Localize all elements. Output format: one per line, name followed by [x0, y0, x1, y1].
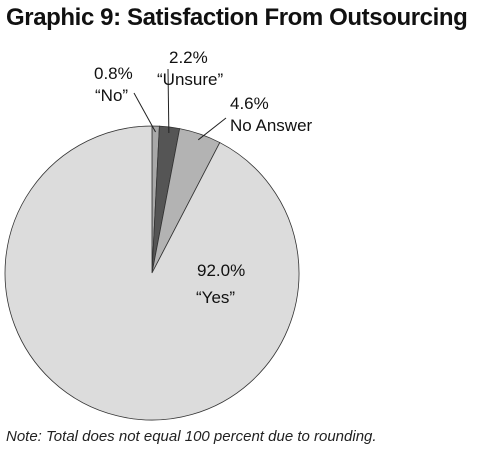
slice-name-label-yes: “Yes”: [196, 288, 235, 307]
pie-slices: [4, 125, 300, 421]
chart-title: Graphic 9: Satisfaction From Outsourcing: [6, 4, 468, 31]
slice-value-label-no: 0.8%: [94, 64, 133, 83]
slice-name-label-unsure: “Unsure”: [157, 70, 223, 89]
slice-value-label-no-answer: 4.6%: [230, 94, 269, 113]
slice-value-label-unsure: 2.2%: [169, 48, 208, 67]
leader-line-no-answer: [197, 117, 227, 141]
slice-name-label-no-answer: No Answer: [230, 116, 313, 135]
leader-line-no: [133, 92, 156, 133]
leader-line-unsure: [167, 68, 170, 134]
footnote: Note: Total does not equal 100 percent d…: [6, 428, 377, 445]
slice-value-label-yes: 92.0%: [197, 261, 245, 280]
pie-slice-yes: [4, 125, 300, 421]
leader-lines: [133, 68, 227, 141]
slice-name-label-no: “No”: [95, 86, 128, 105]
